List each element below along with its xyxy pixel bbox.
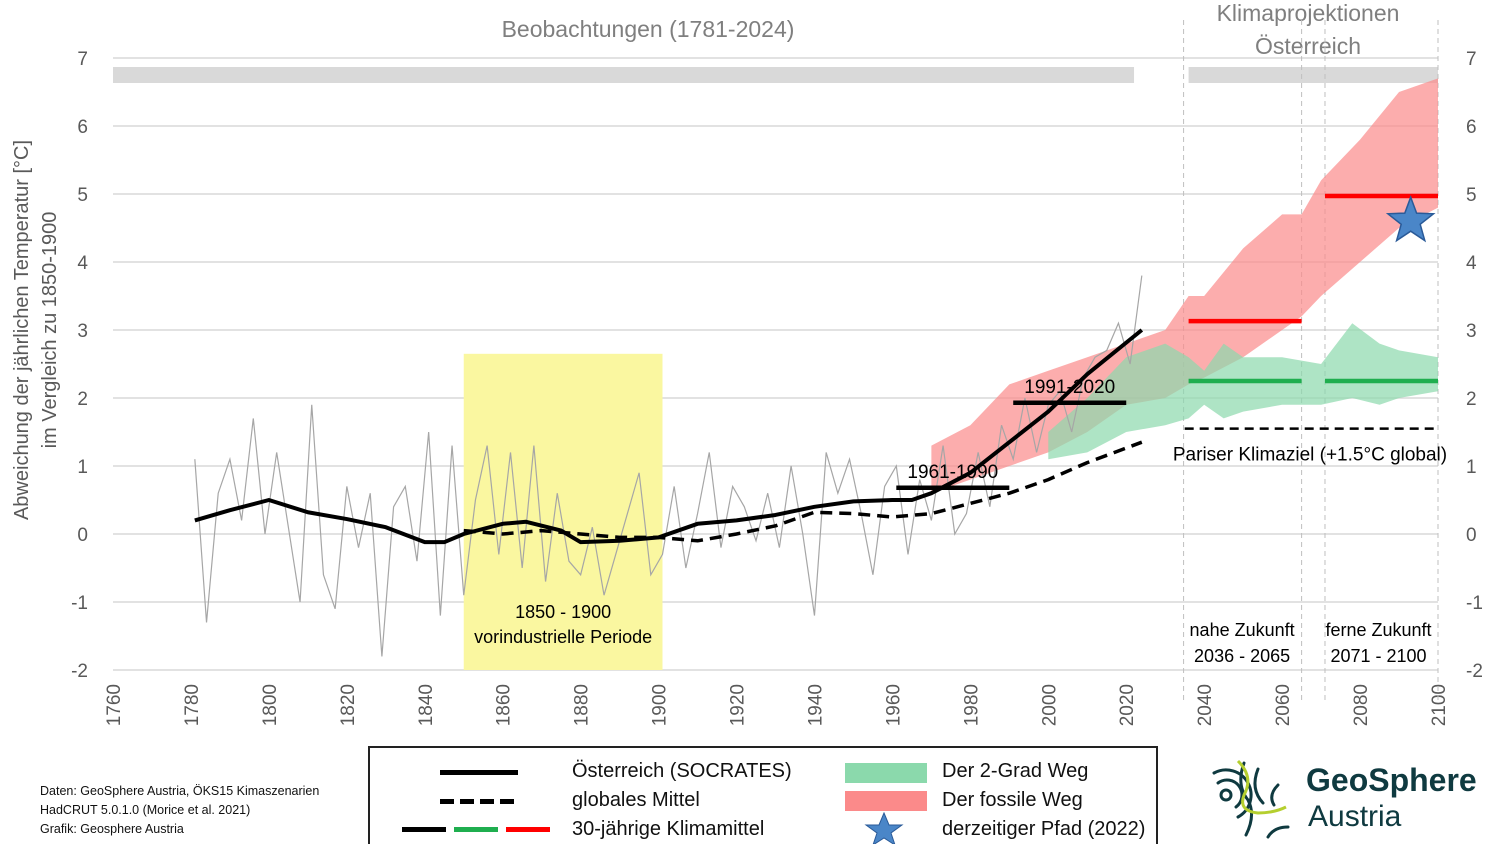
credits: Daten: GeoSphere Austria, ÖKS15 Kimaszen…: [40, 782, 319, 839]
reference-period-label: vorindustrielle Periode: [474, 627, 652, 647]
credits-line: Grafik: Geosphere Austria: [40, 822, 184, 836]
legend-two-degree: Der 2-Grad Weg: [942, 760, 1089, 782]
x-tick-label: 1940: [805, 684, 826, 726]
y-tick-label-left: 6: [77, 117, 88, 138]
y-tick-label-left: 0: [77, 525, 88, 546]
legend-global: globales Mittel: [572, 789, 700, 811]
x-tick-label: 2020: [1117, 684, 1138, 726]
observations-title: Beobachtungen (1781-2024): [502, 16, 795, 42]
y-tick-label-left: 7: [77, 49, 88, 70]
x-tick-label: 1840: [416, 684, 437, 726]
y-tick-label-left: 5: [77, 185, 88, 206]
legend-star-icon: [864, 812, 904, 844]
x-tick-label: 1820: [338, 684, 359, 726]
x-tick-label: 2000: [1039, 684, 1060, 726]
projections-title: Klimaprojektionen: [1217, 0, 1400, 26]
legend-means: 30-jährige Klimamittel: [572, 818, 765, 840]
x-tick-label: 1980: [961, 684, 982, 726]
y-tick-label-right: 5: [1466, 185, 1477, 206]
y-tick-label-left: -2: [71, 661, 88, 682]
projections-bar: [1188, 67, 1438, 83]
projections-title: Österreich: [1255, 33, 1361, 59]
future-period-label: ferne Zukunft: [1325, 620, 1431, 640]
y-tick-label-right: 0: [1466, 525, 1477, 546]
y-tick-label-right: 4: [1466, 253, 1477, 274]
climate-mean-label: 1991-2020: [1024, 377, 1115, 398]
annual-austria-line: [194, 275, 1143, 657]
y-tick-label-left: 3: [77, 321, 88, 342]
legend-green-swatch: [845, 763, 927, 783]
future-period-label: 2071 - 2100: [1330, 646, 1426, 666]
legend-current: derzeitiger Pfad (2022): [942, 818, 1146, 840]
x-tick-label: 1900: [650, 684, 671, 726]
legend-mean-black-swatch: [402, 827, 446, 832]
logo-text-austria: Austria: [1308, 800, 1402, 833]
credits-line: HadCRUT 5.0.1.0 (Morice et al. 2021): [40, 803, 251, 817]
x-tick-label: 1920: [728, 684, 749, 726]
band-der-2-grad-weg: [1048, 323, 1438, 460]
y-tick-label-left: -1: [71, 593, 88, 614]
paris-target-label: Pariser Klimaziel (+1.5°C global): [1173, 445, 1447, 466]
x-tick-label: 2060: [1273, 684, 1294, 726]
legend-austria: Österreich (SOCRATES): [572, 760, 792, 782]
x-tick-label: 2040: [1195, 684, 1216, 726]
legend: Österreich (SOCRATES) globales Mittel 30…: [368, 746, 1158, 844]
x-tick-label: 2080: [1351, 684, 1372, 726]
band-der-fossile-weg: [931, 78, 1438, 494]
y-tick-label-left: 1: [77, 457, 88, 478]
y-tick-label-right: 6: [1466, 117, 1477, 138]
credits-line: Daten: GeoSphere Austria, ÖKS15 Kimaszen…: [40, 784, 320, 798]
global-mean-line: [463, 440, 1143, 543]
y-tick-label-right: 7: [1466, 49, 1477, 70]
y-tick-label-left: 2: [77, 389, 88, 410]
x-tick-label: 1960: [883, 684, 904, 726]
x-tick-label: 1860: [494, 684, 515, 726]
x-tick-label: 1780: [182, 684, 203, 726]
legend-dashed-swatch: [440, 799, 518, 804]
y-tick-label-right: -1: [1466, 593, 1483, 614]
y-tick-label-left: 4: [77, 253, 88, 274]
geosphere-logo-icon: [1212, 759, 1290, 839]
legend-fossil: Der fossile Weg: [942, 789, 1083, 811]
climate-mean-label: 1961-1990: [907, 462, 998, 483]
x-tick-label: 2100: [1429, 684, 1450, 726]
observations-bar: [113, 67, 1135, 83]
logo-text-geosphere: GeoSphere: [1306, 762, 1477, 798]
current-path-star-icon: [1385, 195, 1436, 243]
reference-period-label: 1850 - 1900: [515, 602, 611, 622]
legend-mean-green-swatch: [454, 827, 498, 832]
y-tick-label-right: -2: [1466, 661, 1483, 682]
future-period-label: 2036 - 2065: [1194, 646, 1290, 666]
y-axis-label: Abweichung der jährlichen Temperatur [°C…: [11, 140, 33, 520]
y-tick-label-right: 3: [1466, 321, 1477, 342]
x-tick-label: 1880: [572, 684, 593, 726]
legend-mean-red-swatch: [506, 827, 550, 832]
x-tick-label: 1760: [104, 684, 125, 726]
x-tick-label: 1800: [260, 684, 281, 726]
y-tick-label-right: 2: [1466, 389, 1477, 410]
y-axis-label: im Vergleich zu 1850-1900: [39, 212, 61, 449]
reference-period-box: [463, 353, 663, 670]
y-tick-label-right: 1: [1466, 457, 1477, 478]
legend-red-swatch: [845, 791, 927, 811]
legend-solid-swatch: [440, 770, 518, 775]
future-period-label: nahe Zukunft: [1190, 620, 1295, 640]
